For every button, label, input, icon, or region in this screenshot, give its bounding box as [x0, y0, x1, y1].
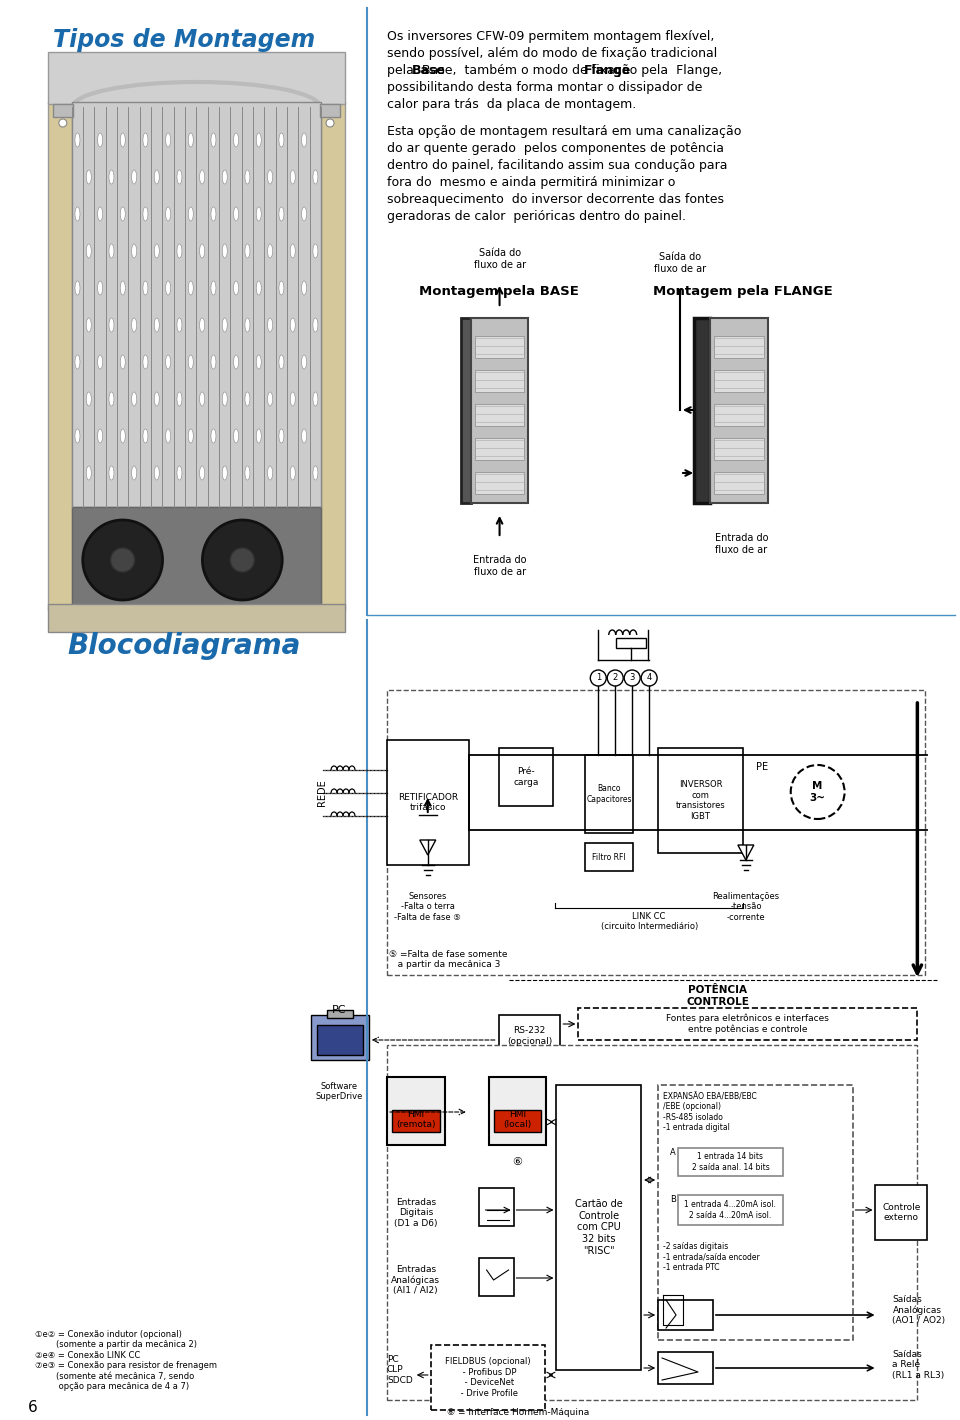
Text: Montagem pela BASE: Montagem pela BASE — [419, 285, 579, 298]
Text: PC
CLP
SDCD: PC CLP SDCD — [387, 1355, 413, 1384]
Ellipse shape — [279, 281, 284, 295]
Ellipse shape — [245, 392, 250, 406]
Bar — [470, 318, 529, 503]
Bar — [48, 102, 72, 611]
Bar — [489, 1076, 546, 1145]
Ellipse shape — [86, 466, 91, 480]
Ellipse shape — [108, 392, 114, 406]
Ellipse shape — [245, 466, 250, 480]
Ellipse shape — [233, 281, 239, 295]
Ellipse shape — [200, 244, 204, 258]
Text: POTÊNCIA
CONTROLE: POTÊNCIA CONTROLE — [686, 985, 750, 1007]
Text: Blocodiagrama: Blocodiagrama — [68, 632, 301, 660]
Text: sendo possível, além do modo de fixação tradicional: sendo possível, além do modo de fixação … — [387, 47, 717, 60]
Text: 1: 1 — [595, 673, 601, 683]
Text: 3: 3 — [630, 673, 635, 683]
Ellipse shape — [233, 133, 239, 148]
Circle shape — [326, 119, 334, 126]
Ellipse shape — [166, 133, 171, 148]
Text: ⑥ = Interface Homem-Máquina: ⑥ = Interface Homem-Máquina — [446, 1409, 589, 1417]
Bar — [321, 102, 345, 611]
Bar — [714, 437, 764, 460]
Ellipse shape — [268, 170, 273, 185]
Circle shape — [230, 548, 254, 572]
Bar — [659, 1299, 713, 1331]
Text: Flange: Flange — [585, 64, 632, 77]
Ellipse shape — [301, 355, 306, 369]
Text: geradoras de calor  perióricas dentro do painel.: geradoras de calor perióricas dentro do … — [387, 210, 685, 223]
Ellipse shape — [98, 429, 103, 443]
Ellipse shape — [132, 466, 136, 480]
Text: REDE: REDE — [317, 780, 327, 807]
Ellipse shape — [233, 355, 239, 369]
Text: Fontes para eletrônicos e interfaces
entre potências e controle: Fontes para eletrônicos e interfaces ent… — [666, 1014, 829, 1034]
Text: Pré-
carga: Pré- carga — [514, 767, 539, 787]
Ellipse shape — [75, 281, 80, 295]
Bar — [493, 1110, 541, 1132]
Ellipse shape — [301, 429, 306, 443]
Ellipse shape — [279, 429, 284, 443]
Bar — [714, 405, 764, 426]
Ellipse shape — [120, 207, 125, 222]
Ellipse shape — [132, 392, 136, 406]
Ellipse shape — [120, 355, 125, 369]
Ellipse shape — [233, 429, 239, 443]
Bar — [678, 1196, 782, 1225]
Text: Montagem pela FLANGE: Montagem pela FLANGE — [653, 285, 832, 298]
Ellipse shape — [290, 170, 296, 185]
Ellipse shape — [279, 133, 284, 148]
Bar — [317, 1025, 363, 1055]
Ellipse shape — [155, 466, 159, 480]
Text: Saída do
fluxo de ar: Saída do fluxo de ar — [473, 248, 526, 270]
Ellipse shape — [75, 133, 80, 148]
Bar — [431, 1345, 545, 1410]
Bar — [498, 748, 553, 807]
Ellipse shape — [268, 466, 273, 480]
Text: Os inversores CFW-09 permitem montagem flexível,: Os inversores CFW-09 permitem montagem f… — [387, 30, 714, 43]
Ellipse shape — [120, 429, 125, 443]
Bar — [48, 604, 345, 632]
Text: 2: 2 — [612, 673, 618, 683]
Bar — [876, 1186, 927, 1240]
Ellipse shape — [200, 318, 204, 332]
Ellipse shape — [108, 244, 114, 258]
Ellipse shape — [98, 355, 103, 369]
Bar — [714, 371, 764, 392]
Ellipse shape — [301, 133, 306, 148]
Text: Realimentações
-tensão
-corrente: Realimentações -tensão -corrente — [712, 892, 780, 922]
Bar — [474, 337, 524, 358]
Bar — [710, 318, 768, 503]
Polygon shape — [420, 841, 436, 855]
Ellipse shape — [188, 133, 193, 148]
Text: A: A — [670, 1147, 676, 1157]
Bar — [659, 1085, 852, 1340]
Text: Base: Base — [412, 64, 445, 77]
Bar — [557, 1085, 641, 1370]
Text: LINK CC
(circuito Intermediário): LINK CC (circuito Intermediário) — [601, 912, 698, 932]
Ellipse shape — [86, 392, 91, 406]
Bar — [474, 471, 524, 494]
Bar — [387, 1045, 918, 1400]
Text: Saída do
fluxo de ar: Saída do fluxo de ar — [654, 253, 707, 274]
Ellipse shape — [177, 392, 182, 406]
Ellipse shape — [211, 207, 216, 222]
Text: Esta opção de montagem resultará em uma canalização: Esta opção de montagem resultará em uma … — [387, 125, 741, 138]
Ellipse shape — [256, 355, 261, 369]
Ellipse shape — [290, 318, 296, 332]
Ellipse shape — [256, 429, 261, 443]
Text: INVERSOR
com
transistores
IGBT: INVERSOR com transistores IGBT — [676, 781, 726, 821]
Ellipse shape — [301, 281, 306, 295]
Ellipse shape — [256, 281, 261, 295]
Ellipse shape — [223, 318, 228, 332]
Text: ①e② = Conexão indutor (opcional)
        (somente a partir da mecânica 2)
②e④ = : ①e② = Conexão indutor (opcional) (soment… — [35, 1331, 217, 1392]
Ellipse shape — [188, 429, 193, 443]
Ellipse shape — [200, 466, 204, 480]
Ellipse shape — [223, 466, 228, 480]
Text: 4: 4 — [646, 673, 652, 683]
Bar — [479, 1189, 514, 1225]
Text: 1 entrada 4...20mA isol.
2 saída 4...20mA isol.: 1 entrada 4...20mA isol. 2 saída 4...20m… — [684, 1200, 777, 1220]
Ellipse shape — [245, 170, 250, 185]
Ellipse shape — [268, 318, 273, 332]
Text: RS-232
(opcional): RS-232 (opcional) — [507, 1027, 552, 1045]
Ellipse shape — [86, 170, 91, 185]
